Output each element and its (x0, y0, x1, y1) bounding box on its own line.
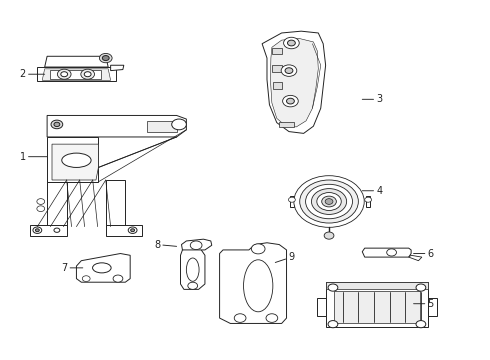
Polygon shape (47, 182, 67, 226)
Ellipse shape (186, 258, 199, 281)
Circle shape (81, 69, 95, 79)
Polygon shape (318, 298, 326, 316)
Polygon shape (42, 69, 111, 80)
Circle shape (387, 249, 396, 256)
Circle shape (317, 193, 341, 211)
Polygon shape (180, 246, 205, 289)
Circle shape (131, 229, 135, 231)
Circle shape (54, 122, 60, 127)
Circle shape (82, 276, 90, 282)
Polygon shape (290, 196, 294, 207)
Circle shape (113, 275, 123, 282)
Polygon shape (262, 31, 326, 134)
Circle shape (172, 119, 186, 130)
Text: 2: 2 (20, 69, 45, 79)
Ellipse shape (93, 263, 111, 273)
Circle shape (284, 37, 299, 49)
Polygon shape (181, 239, 212, 250)
Polygon shape (326, 282, 428, 327)
Circle shape (416, 284, 426, 291)
Circle shape (365, 197, 371, 202)
Polygon shape (334, 291, 420, 323)
Circle shape (285, 68, 293, 73)
Polygon shape (279, 122, 294, 127)
Circle shape (54, 228, 60, 232)
Text: 5: 5 (414, 299, 434, 309)
Circle shape (57, 69, 71, 79)
Circle shape (61, 72, 68, 77)
Polygon shape (47, 137, 98, 182)
Polygon shape (273, 82, 282, 89)
Polygon shape (270, 39, 318, 127)
Circle shape (287, 98, 294, 104)
Text: 4: 4 (362, 186, 382, 196)
Circle shape (35, 229, 39, 231)
Circle shape (288, 40, 295, 46)
Circle shape (102, 55, 109, 60)
Circle shape (306, 184, 352, 219)
Polygon shape (409, 255, 422, 261)
Circle shape (266, 314, 278, 322)
Polygon shape (428, 298, 437, 316)
Circle shape (99, 53, 112, 63)
Circle shape (325, 199, 333, 204)
Polygon shape (37, 67, 116, 81)
Polygon shape (76, 253, 130, 282)
Polygon shape (49, 69, 101, 79)
Ellipse shape (249, 268, 268, 304)
Circle shape (324, 232, 334, 239)
Circle shape (322, 196, 336, 207)
Circle shape (37, 199, 45, 204)
Polygon shape (45, 56, 108, 67)
Polygon shape (272, 48, 282, 54)
Circle shape (37, 206, 45, 212)
Polygon shape (52, 144, 98, 180)
Text: 7: 7 (61, 263, 83, 273)
Circle shape (328, 284, 338, 291)
Text: 8: 8 (154, 239, 176, 249)
Polygon shape (47, 116, 186, 137)
Polygon shape (366, 196, 370, 207)
Circle shape (416, 320, 426, 328)
Circle shape (128, 227, 137, 233)
Circle shape (328, 320, 338, 328)
Polygon shape (362, 248, 411, 257)
Circle shape (51, 120, 63, 129)
Polygon shape (98, 137, 176, 167)
Circle shape (281, 65, 297, 76)
Text: 1: 1 (20, 152, 47, 162)
Polygon shape (326, 282, 428, 289)
Circle shape (33, 227, 42, 233)
Circle shape (84, 72, 91, 77)
Ellipse shape (244, 260, 273, 312)
Polygon shape (106, 180, 125, 226)
Circle shape (283, 95, 298, 107)
Text: 9: 9 (275, 252, 294, 262)
Circle shape (289, 197, 295, 202)
Text: 3: 3 (362, 94, 382, 104)
Polygon shape (272, 65, 282, 72)
Polygon shape (111, 65, 124, 71)
Circle shape (312, 189, 346, 215)
Circle shape (294, 176, 364, 227)
Circle shape (251, 244, 265, 254)
Circle shape (234, 314, 246, 322)
Circle shape (190, 241, 202, 249)
Polygon shape (30, 225, 67, 235)
Ellipse shape (62, 153, 91, 167)
Circle shape (188, 282, 197, 289)
Polygon shape (147, 121, 176, 132)
Polygon shape (106, 225, 143, 235)
Polygon shape (220, 243, 287, 323)
Circle shape (300, 180, 358, 223)
Text: 6: 6 (414, 248, 434, 258)
